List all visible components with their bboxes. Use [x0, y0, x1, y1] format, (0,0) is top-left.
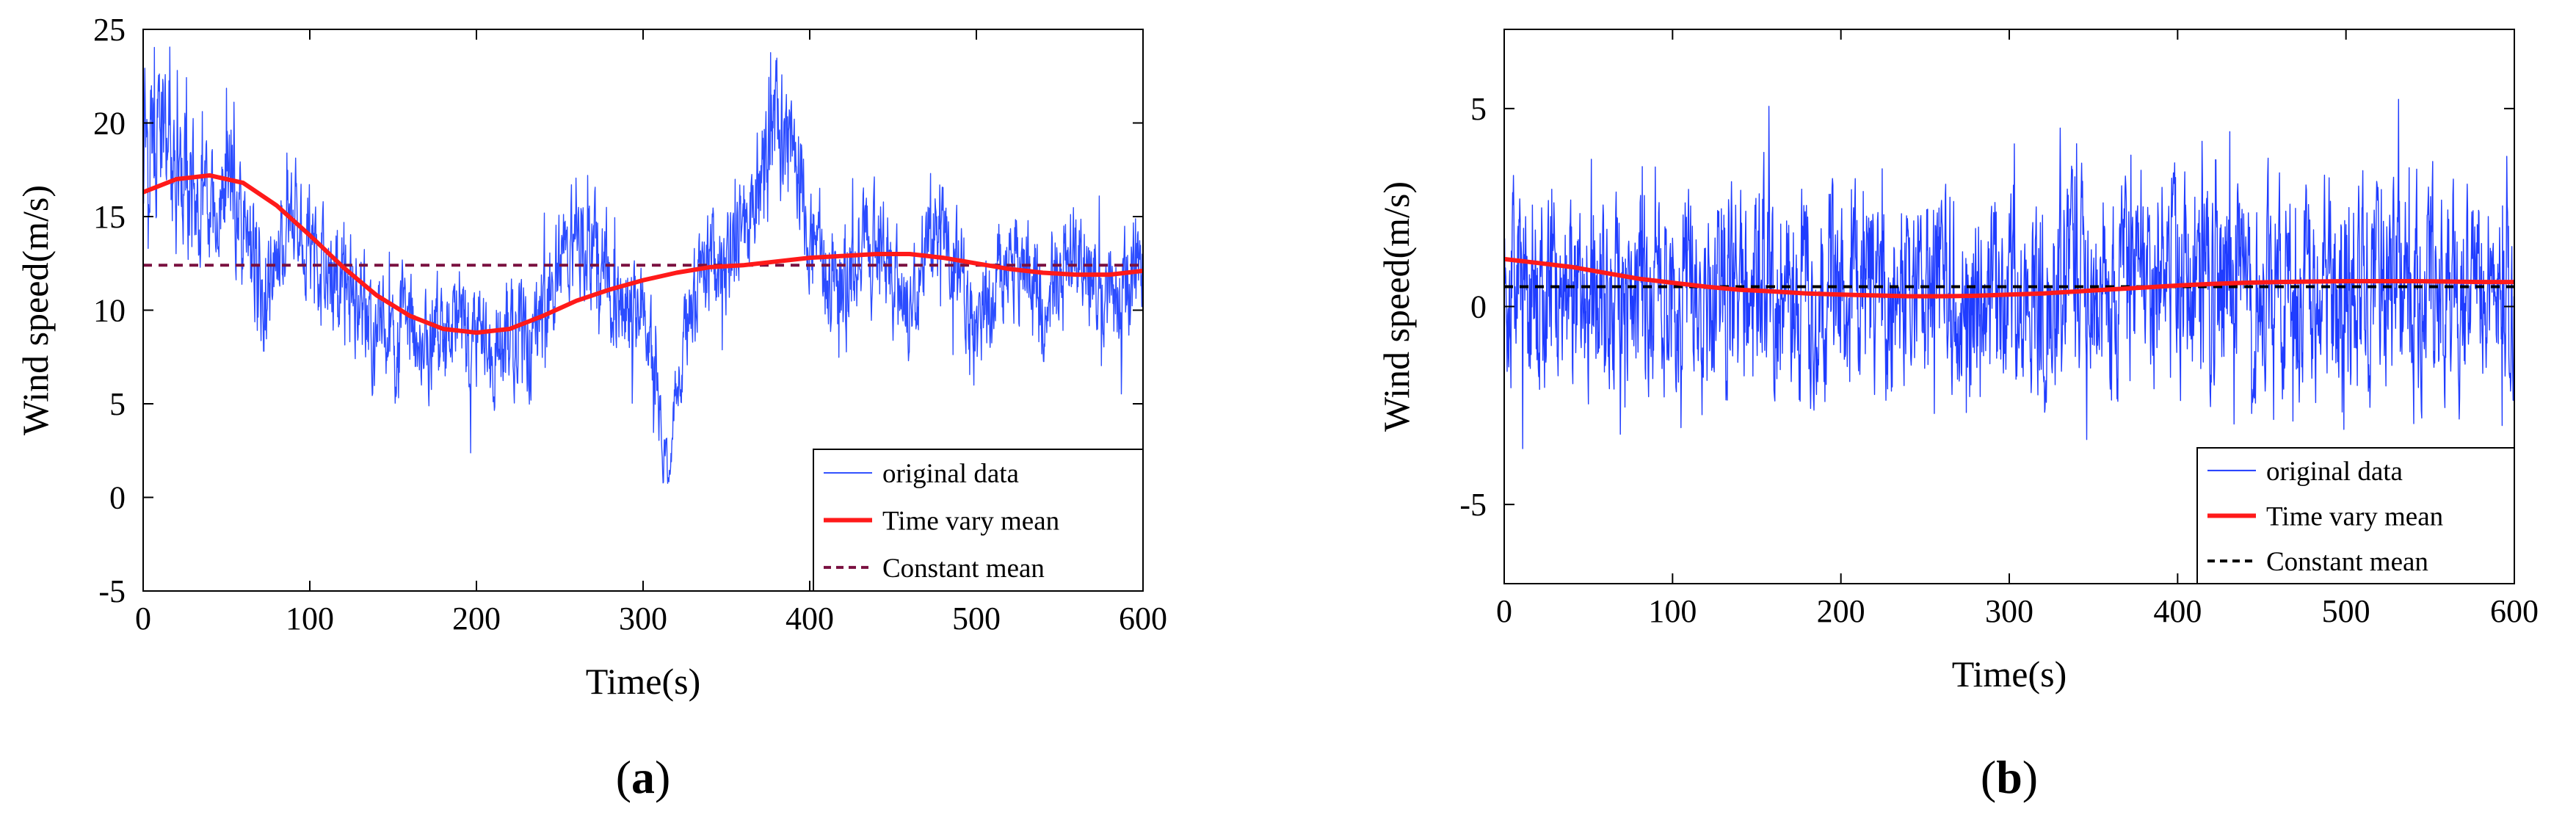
y-tick-label: 5 [109, 386, 126, 422]
series-original-data-line [1504, 98, 2514, 449]
x-tick-label: 500 [2322, 593, 2370, 629]
x-tick-label: 0 [1496, 593, 1512, 629]
y-tick-label: 20 [93, 106, 126, 142]
series-time-vary-mean-line [143, 173, 1143, 336]
panel-label: (a) [616, 751, 671, 803]
x-tick-label: 600 [2490, 593, 2539, 629]
y-tick-label: 0 [109, 480, 126, 516]
legend-label: Time vary mean [2266, 502, 2443, 532]
x-tick-label: 300 [1985, 593, 2033, 629]
y-tick-label: 0 [1470, 289, 1487, 325]
x-tick-label: 400 [2153, 593, 2202, 629]
x-tick-label: 0 [135, 601, 151, 637]
legend: original data Time vary mean Constant mean [813, 449, 1144, 592]
y-tick-label: 10 [93, 293, 126, 329]
y-tick-label: 15 [93, 199, 126, 235]
y-tick-label: 5 [1470, 91, 1487, 127]
y-tick-label: -5 [98, 573, 126, 609]
y-axis-label: Wind speed(m/s) [15, 185, 56, 435]
y-tick-label: -5 [1459, 487, 1487, 523]
panel-letter: a [631, 751, 655, 803]
series-group [143, 46, 1143, 485]
y-tick-label: 25 [93, 12, 126, 48]
x-tick-label: 500 [952, 601, 1001, 637]
panel-label: (b) [1981, 751, 2038, 803]
legend-label: Constant mean [882, 554, 1045, 584]
x-tick-label: 200 [1817, 593, 1865, 629]
legend-label: Constant mean [2266, 547, 2428, 577]
legend-label: original data [882, 459, 1019, 489]
x-axis-label: Time(s) [586, 661, 701, 702]
chart-panel-b: 0 100 200 300 400 500 600 -5 0 5 Time(s) Wind speed… [1376, 29, 2539, 803]
x-tick-label: 600 [1119, 601, 1167, 637]
legend: original data Time vary mean Constant mean [2196, 447, 2515, 584]
x-tick-label: 100 [286, 601, 334, 637]
legend-label: original data [2266, 457, 2403, 487]
series-time-vary-mean-line [1504, 256, 2514, 299]
x-tick-label: 100 [1648, 593, 1697, 629]
y-axis-label: Wind speed(m/s) [1376, 181, 1417, 432]
x-tick-label: 200 [452, 601, 501, 637]
x-tick-label: 300 [619, 601, 667, 637]
chart-panel-a: 0 100 200 300 400 500 600-50510152025Time(s)Wi… [15, 12, 1167, 803]
panel-letter: b [1996, 751, 2022, 803]
legend-label: Time vary mean [882, 507, 1059, 537]
x-tick-label: 400 [786, 601, 834, 637]
x-axis-label: Time(s) [1952, 653, 2067, 695]
series-group [1504, 98, 2514, 449]
